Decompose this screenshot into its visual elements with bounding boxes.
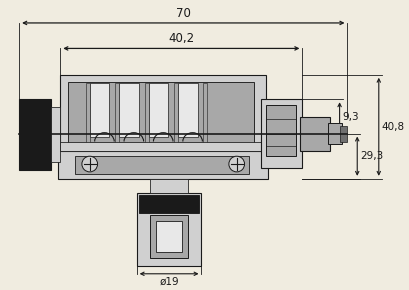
- Bar: [203, 83, 207, 142]
- Bar: [138, 195, 199, 213]
- Bar: [173, 83, 178, 142]
- Bar: [261, 99, 301, 168]
- Bar: [327, 123, 341, 144]
- Bar: [137, 193, 201, 266]
- Bar: [148, 83, 168, 137]
- Bar: [150, 179, 187, 193]
- Bar: [156, 221, 182, 252]
- Text: ø19: ø19: [159, 277, 178, 287]
- Bar: [19, 99, 50, 170]
- Text: 40,2: 40,2: [168, 32, 194, 46]
- Bar: [90, 83, 109, 137]
- Text: 29,3: 29,3: [359, 151, 382, 161]
- Bar: [265, 105, 295, 156]
- Bar: [68, 82, 254, 148]
- Bar: [85, 83, 90, 142]
- Bar: [300, 117, 329, 151]
- Bar: [339, 126, 346, 142]
- Circle shape: [82, 156, 97, 172]
- Bar: [58, 151, 267, 179]
- Circle shape: [228, 156, 244, 172]
- Text: 70: 70: [175, 7, 190, 20]
- Bar: [60, 142, 265, 151]
- Bar: [178, 83, 197, 137]
- Text: 40,8: 40,8: [381, 122, 404, 132]
- Bar: [150, 215, 187, 258]
- Bar: [119, 83, 138, 137]
- Bar: [50, 107, 60, 162]
- Text: 9,3: 9,3: [342, 112, 358, 122]
- Bar: [60, 75, 265, 173]
- Bar: [75, 156, 249, 174]
- Bar: [115, 83, 119, 142]
- Bar: [144, 83, 148, 142]
